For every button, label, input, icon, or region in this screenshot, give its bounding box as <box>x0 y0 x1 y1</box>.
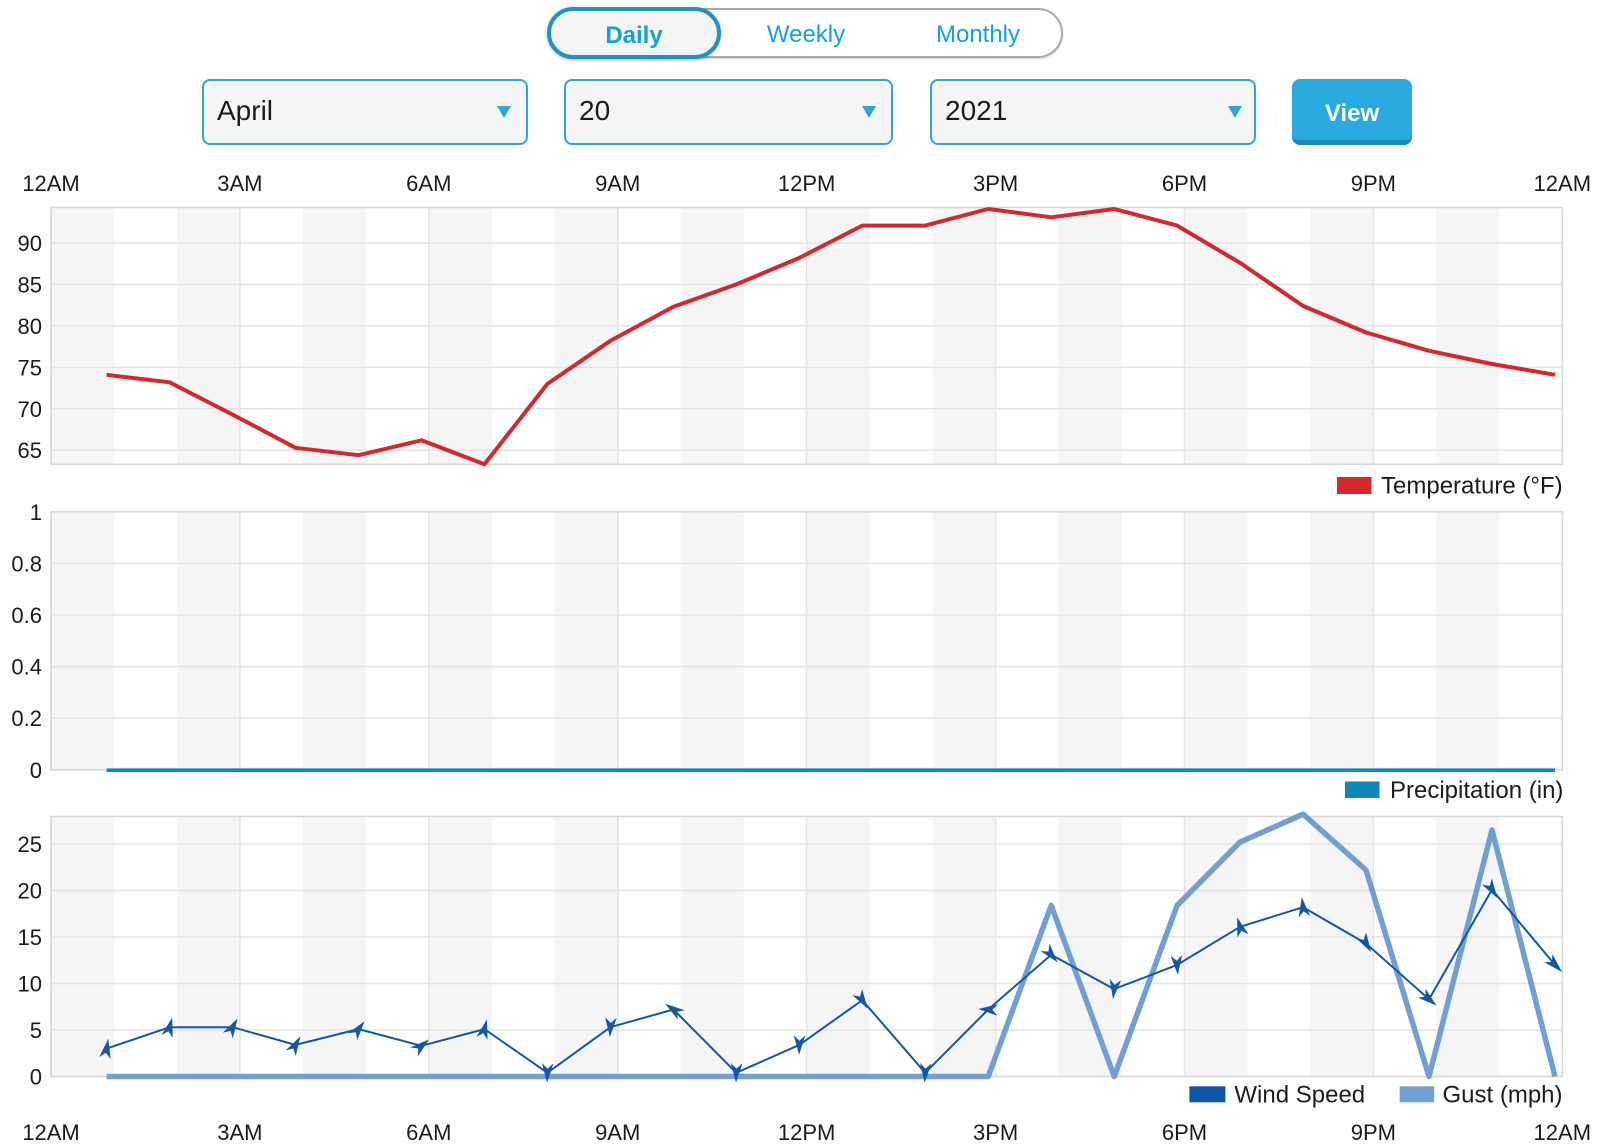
svg-text:70: 70 <box>18 397 42 422</box>
svg-text:25: 25 <box>18 832 42 857</box>
svg-text:9AM: 9AM <box>595 1120 640 1144</box>
svg-text:6AM: 6AM <box>406 1120 451 1144</box>
svg-text:6AM: 6AM <box>406 171 451 196</box>
svg-text:Gust (mph): Gust (mph) <box>1443 1082 1563 1109</box>
svg-text:90: 90 <box>18 231 42 256</box>
svg-text:Temperature (°F): Temperature (°F) <box>1381 473 1563 500</box>
svg-text:1: 1 <box>30 500 42 525</box>
svg-text:12AM: 12AM <box>1534 1120 1591 1144</box>
svg-text:0.6: 0.6 <box>11 603 42 628</box>
svg-text:12PM: 12PM <box>778 171 835 196</box>
svg-text:0: 0 <box>30 758 42 783</box>
svg-text:Wind Speed: Wind Speed <box>1234 1082 1365 1109</box>
svg-text:12AM: 12AM <box>22 171 79 196</box>
svg-text:10: 10 <box>18 972 42 997</box>
svg-text:12PM: 12PM <box>778 1120 835 1144</box>
svg-text:12AM: 12AM <box>1534 171 1591 196</box>
svg-text:15: 15 <box>18 925 42 950</box>
svg-text:65: 65 <box>18 438 42 463</box>
svg-text:0.2: 0.2 <box>11 706 42 731</box>
svg-text:5: 5 <box>30 1018 42 1043</box>
svg-text:80: 80 <box>18 314 42 339</box>
svg-text:85: 85 <box>18 272 42 297</box>
svg-text:9PM: 9PM <box>1351 171 1396 196</box>
svg-text:0.4: 0.4 <box>11 655 42 680</box>
svg-text:0.8: 0.8 <box>11 551 42 576</box>
svg-text:6PM: 6PM <box>1162 1120 1207 1144</box>
svg-text:Precipitation (in): Precipitation (in) <box>1390 777 1563 804</box>
svg-text:6PM: 6PM <box>1162 171 1207 196</box>
svg-text:3AM: 3AM <box>217 171 262 196</box>
svg-text:12AM: 12AM <box>22 1120 79 1144</box>
svg-text:3PM: 3PM <box>973 1120 1018 1144</box>
svg-text:9PM: 9PM <box>1351 1120 1396 1144</box>
svg-text:0: 0 <box>30 1065 42 1090</box>
svg-text:9AM: 9AM <box>595 171 640 196</box>
svg-text:3AM: 3AM <box>217 1120 262 1144</box>
svg-text:3PM: 3PM <box>973 171 1018 196</box>
svg-text:75: 75 <box>18 355 42 380</box>
svg-text:20: 20 <box>18 879 42 904</box>
